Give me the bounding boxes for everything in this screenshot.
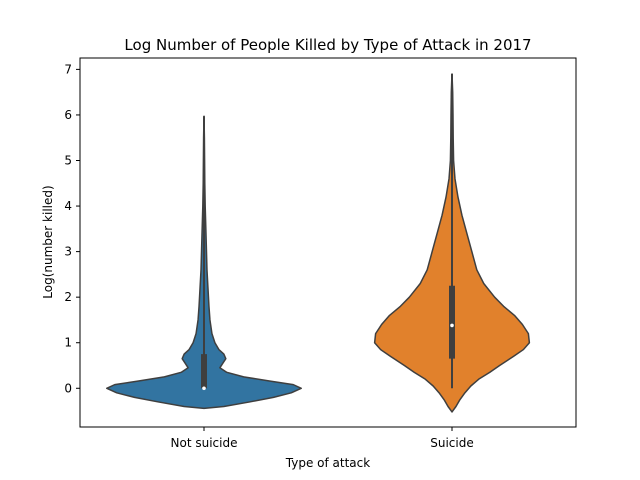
- violin-median-2: [450, 324, 454, 328]
- y-tick-label: 5: [64, 154, 72, 168]
- chart-title: Log Number of People Killed by Type of A…: [124, 36, 531, 54]
- y-tick-label: 7: [64, 62, 72, 76]
- violins-group: [107, 74, 530, 412]
- x-tick-label: Suicide: [430, 436, 474, 450]
- y-axis: 0 1 2 3 4 5 6 7: [64, 62, 80, 395]
- y-tick-label: 4: [64, 199, 72, 213]
- x-axis-label: Type of attack: [285, 456, 370, 470]
- violin-median-1: [202, 386, 206, 390]
- y-tick-label: 3: [64, 245, 72, 259]
- y-tick-label: 1: [64, 336, 72, 350]
- x-tick-label: Not suicide: [171, 436, 238, 450]
- x-axis: Not suicide Suicide: [171, 427, 474, 450]
- y-tick-label: 2: [64, 290, 72, 304]
- y-axis-label: Log(number killed): [41, 185, 55, 298]
- y-tick-label: 0: [64, 381, 72, 395]
- y-tick-label: 6: [64, 108, 72, 122]
- plot-frame: [80, 58, 576, 427]
